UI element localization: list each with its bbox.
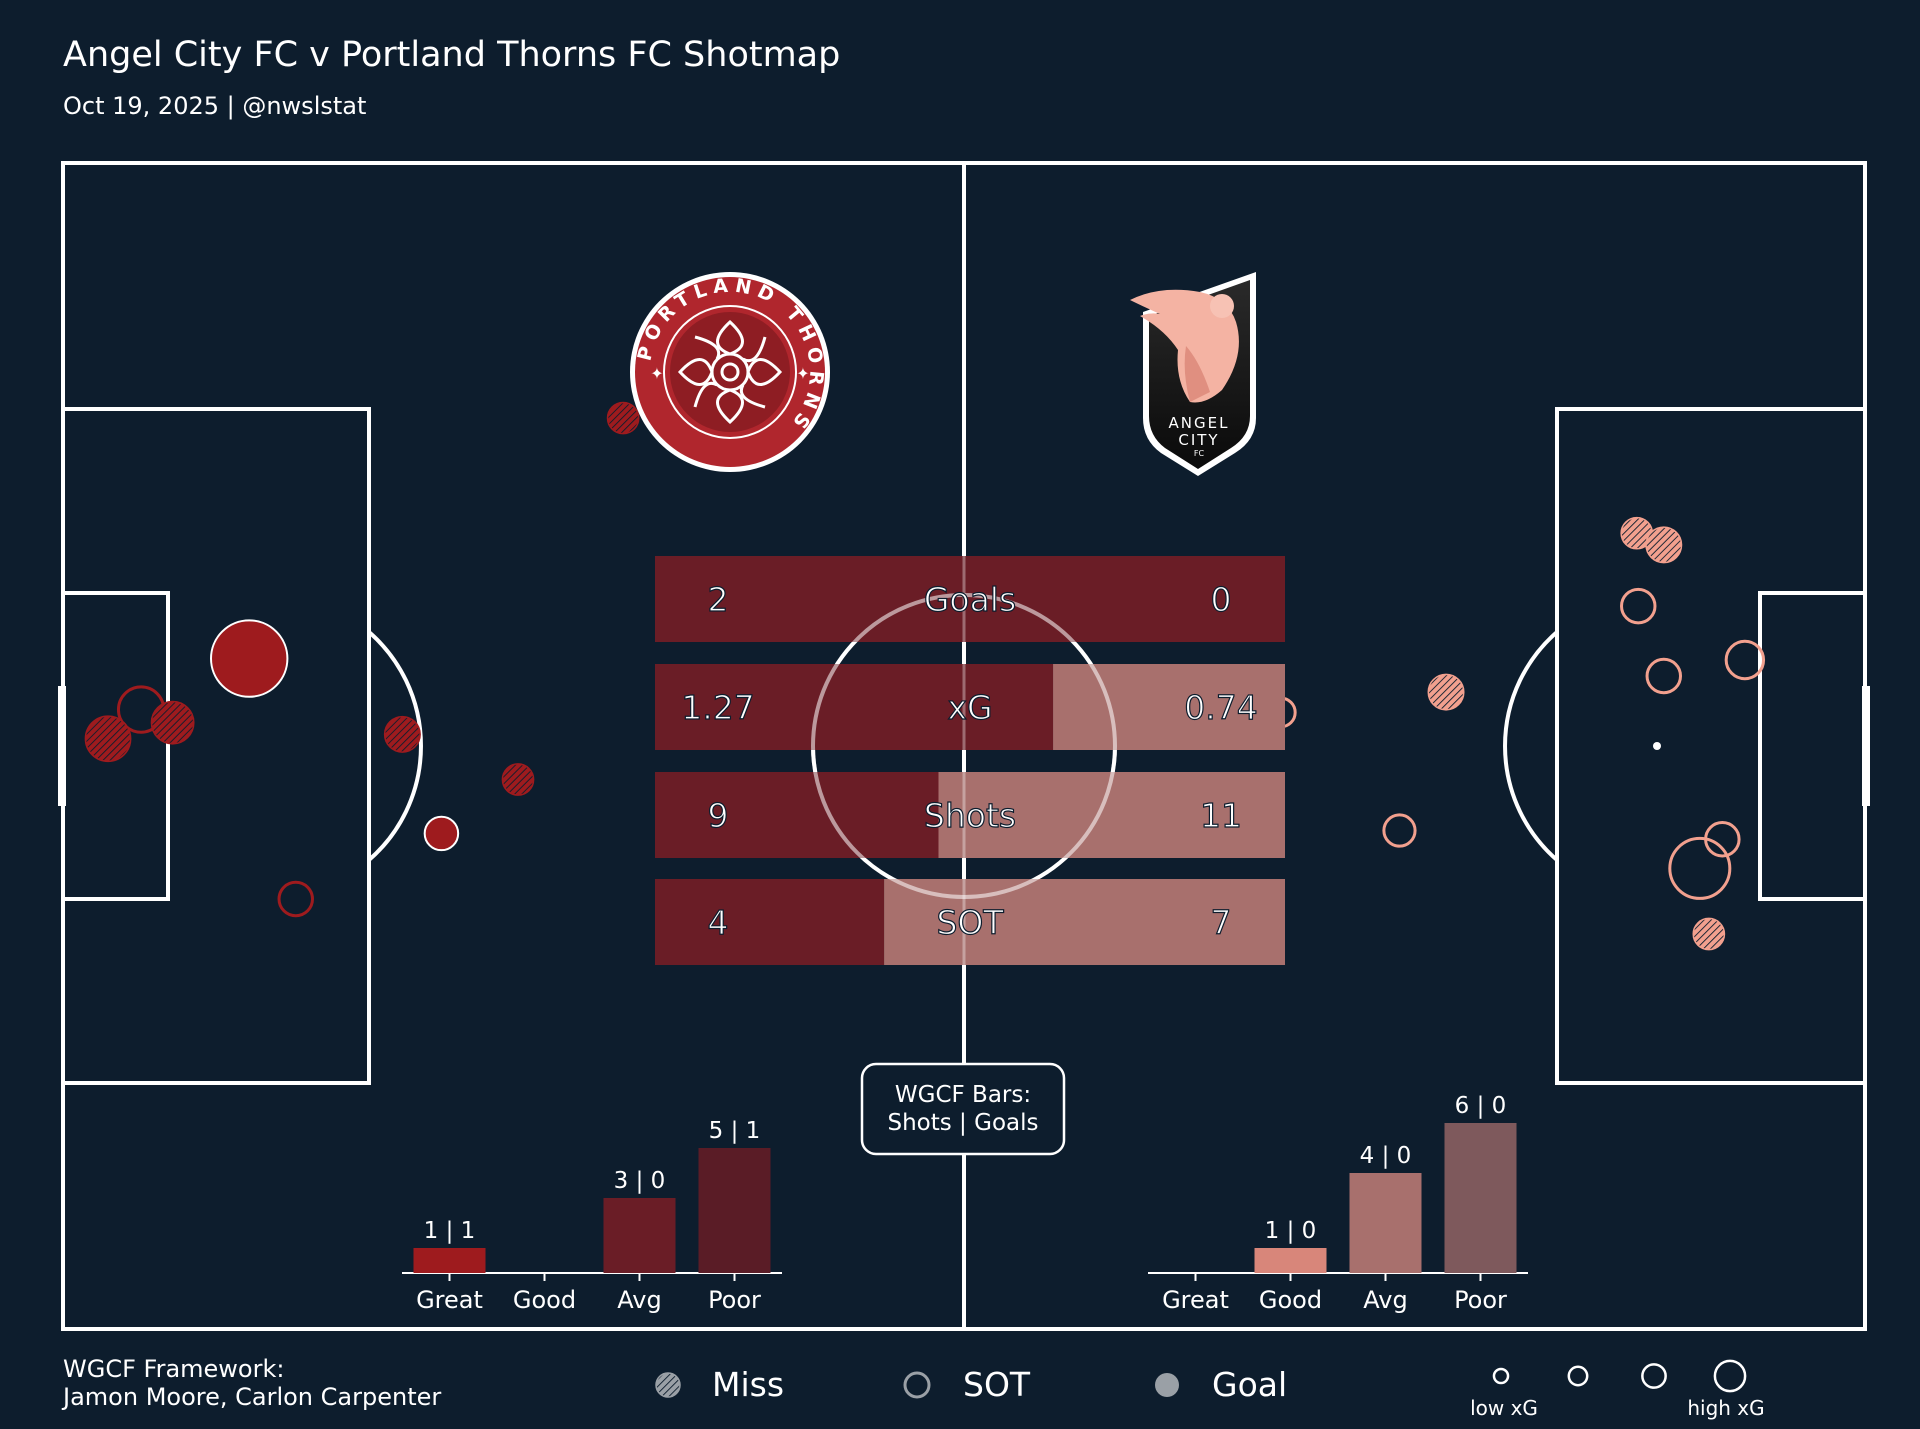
shot-marker-thorns-goal	[210, 619, 289, 698]
stat-value-right: 0.74	[1184, 688, 1257, 727]
stat-label: Shots	[924, 796, 1016, 835]
wgcf-bar-thorns-poor	[698, 1148, 771, 1273]
stat-label: Goals	[924, 580, 1016, 619]
chart-title: Angel City FC v Portland Thorns FC Shotm…	[63, 35, 840, 75]
shot-marker-acfc-miss	[1692, 917, 1726, 951]
chart-subtitle: Oct 19, 2025 | @nwslstat	[63, 92, 366, 120]
wgcf-category-label: Good	[1259, 1286, 1322, 1314]
wgcf-bar-charts: 1 | 1 Great Good 3 | 0 Avg 5 | 1 Poor Great 1 | …	[402, 1093, 1528, 1314]
legend-xg-size-icon	[1713, 1359, 1747, 1393]
stat-bar-right	[1053, 664, 1285, 750]
wgcf-bar-label: 1 | 1	[424, 1218, 476, 1244]
thorns-rose-icon	[677, 319, 783, 425]
shot-marker-acfc-sot	[1724, 639, 1766, 681]
stat-bar-left	[655, 556, 1285, 642]
stat-bar-right	[938, 772, 1285, 858]
legend-label-sot: SOT	[963, 1365, 1031, 1404]
wgcf-bar-thorns-avg	[603, 1198, 676, 1273]
shot-marker-thorns-miss	[383, 715, 421, 753]
stat-value-right: 0	[1211, 580, 1232, 619]
legend-label-miss: Miss	[712, 1365, 784, 1404]
shot-marker-acfc-miss	[1427, 673, 1465, 711]
stat-value-left: 4	[708, 903, 729, 942]
stat-bar-right	[884, 879, 1285, 965]
legend-high-xg-label: high xG	[1687, 1396, 1764, 1420]
acfc-logo: ANGEL CITY FC	[1130, 272, 1256, 476]
stat-value-left: 9	[708, 796, 729, 835]
wgcf-note: WGCF Bars: Shots | Goals	[860, 1062, 1066, 1156]
wgcf-category-label: Poor	[708, 1286, 761, 1314]
legend-xg-size-icon	[1641, 1363, 1667, 1389]
right-penalty-spot	[1653, 742, 1661, 750]
stat-label: xG	[947, 688, 992, 727]
legend-xg-size-icon	[1492, 1367, 1510, 1385]
shot-marker-thorns-miss	[84, 715, 132, 763]
center-circle-overlay	[811, 593, 1117, 899]
legend-miss-icon	[655, 1372, 681, 1398]
wgcf-category-label: Great	[416, 1286, 483, 1314]
thorns-logo: PORTLAND THORNS ✦ ✦	[630, 272, 830, 472]
wgcf-bar-label: 4 | 0	[1360, 1143, 1412, 1169]
stat-value-right: 11	[1200, 796, 1242, 835]
svg-text:✦: ✦	[650, 364, 663, 383]
stats-comparison: 2 Goals 0 1.27 xG 0.74 9 Shots 11 4 SOT 7	[655, 556, 1285, 965]
angel-wing-icon	[1130, 289, 1239, 403]
svg-text:ANGEL: ANGEL	[1169, 414, 1230, 432]
right-goal	[1862, 686, 1870, 806]
right-six-yard-box	[1758, 591, 1867, 901]
shot-marker-thorns-miss	[501, 763, 535, 796]
legend-goal-icon	[1155, 1373, 1179, 1397]
stat-bar-left	[655, 664, 1054, 750]
shots-layer	[84, 401, 1766, 951]
legend-low-xg-label: low xG	[1470, 1396, 1538, 1420]
svg-text:CITY: CITY	[1178, 431, 1219, 449]
left-goal	[58, 686, 66, 806]
shot-marker-thorns-sot	[277, 880, 314, 918]
wgcf-category-label: Poor	[1454, 1286, 1507, 1314]
svg-text:FC: FC	[1194, 449, 1205, 458]
svg-text:✦: ✦	[796, 364, 809, 383]
stat-bar-left	[655, 772, 939, 858]
wgcf-bar-label: 5 | 1	[709, 1118, 761, 1144]
wgcf-bar-label: 3 | 0	[614, 1168, 666, 1194]
credit-line-2: Jamon Moore, Carlon Carpenter	[61, 1383, 441, 1411]
shot-marker-acfc-sot	[1645, 657, 1683, 695]
right-penalty-arc	[1503, 630, 1559, 862]
wgcf-note-line1: WGCF Bars:	[895, 1082, 1031, 1108]
wgcf-bar-label: 6 | 0	[1455, 1093, 1507, 1119]
shot-marker-thorns-goal	[423, 815, 460, 852]
stat-value-left: 2	[708, 580, 729, 619]
wgcf-bar-thorns-great	[413, 1248, 486, 1273]
legend-xg-size-icon	[1567, 1365, 1589, 1387]
wgcf-bar-acfc-good	[1254, 1248, 1327, 1273]
legend-sot-icon	[903, 1371, 931, 1399]
stat-value-left: 1.27	[681, 688, 754, 727]
shot-marker-acfc-sot	[1620, 587, 1657, 625]
shot-marker-acfc-miss	[1645, 526, 1683, 564]
wgcf-category-label: Avg	[1363, 1286, 1407, 1314]
stat-value-right: 7	[1211, 903, 1232, 942]
credit-line-1: WGCF Framework:	[63, 1355, 284, 1383]
shot-marker-acfc-sot	[1668, 836, 1732, 900]
stat-label: SOT	[936, 903, 1004, 942]
shot-marker-thorns-miss	[150, 700, 195, 745]
wgcf-category-label: Avg	[617, 1286, 661, 1314]
wgcf-bar-acfc-poor	[1444, 1123, 1517, 1273]
stat-bar-left	[655, 879, 885, 965]
shot-marker-thorns-miss	[606, 401, 640, 435]
legend-label-goal: Goal	[1212, 1365, 1287, 1404]
left-penalty-arc	[367, 630, 423, 862]
wgcf-category-label: Great	[1162, 1286, 1229, 1314]
legend: Miss SOT Goal low xG high xG	[655, 1359, 1765, 1420]
shot-marker-acfc-sot	[1382, 813, 1417, 848]
wgcf-bar-label: 1 | 0	[1265, 1218, 1317, 1244]
wgcf-category-label: Good	[513, 1286, 576, 1314]
wgcf-bar-acfc-avg	[1349, 1173, 1422, 1273]
wgcf-note-line2: Shots | Goals	[888, 1110, 1039, 1136]
right-penalty-box	[1555, 407, 1867, 1085]
